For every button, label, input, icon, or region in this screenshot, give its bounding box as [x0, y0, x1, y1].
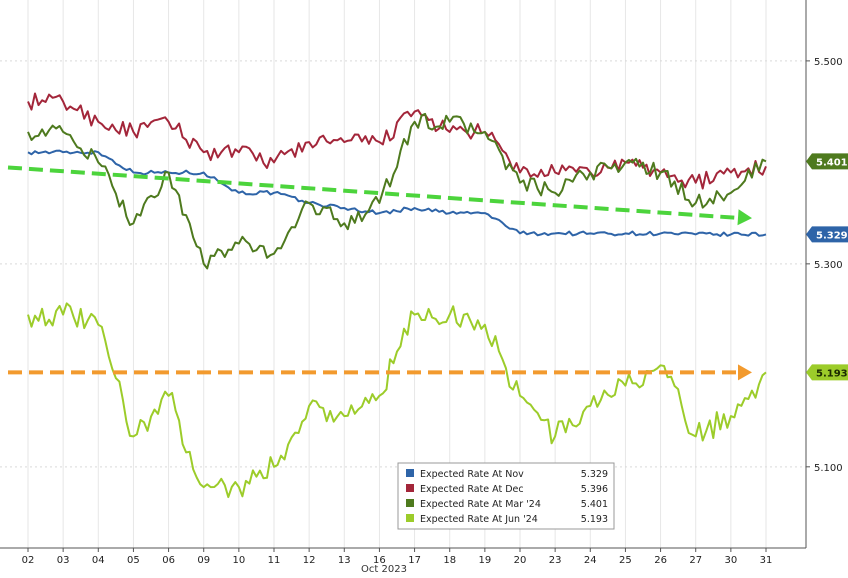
x-tick-label: 23	[549, 555, 562, 566]
legend-swatch-mar24	[406, 499, 414, 507]
x-tick-label: 18	[443, 555, 456, 566]
x-tick-label: 26	[654, 555, 667, 566]
series-line-dec	[27, 92, 767, 190]
last-label-jun24: 5.193	[806, 364, 848, 381]
legend: Expected Rate At Nov 5.329 Expected Rate A…	[397, 462, 615, 530]
x-tick-label: 11	[268, 555, 281, 566]
y-tick-labels: 5.500 5.300 5.100	[806, 57, 843, 474]
last-label-bg	[806, 364, 848, 381]
x-tick-label: 24	[584, 555, 597, 566]
series-layer	[27, 92, 767, 499]
x-tick-label: 10	[232, 555, 245, 566]
trend-arrow-line-0	[7, 165, 743, 221]
legend-value-dec: 5.396	[581, 484, 608, 495]
last-label-mar24: 5.401	[806, 153, 848, 170]
legend-label-dec: Expected Rate At Dec	[420, 484, 524, 495]
axes-layer	[0, 0, 807, 549]
legend-swatch-dec	[406, 484, 414, 492]
x-tick-label: 02	[22, 555, 35, 566]
x-tick-label: 04	[92, 555, 105, 566]
legend-value-jun24: 5.193	[581, 514, 608, 525]
x-tick-label: 20	[514, 555, 527, 566]
trend-arrow-head-0	[737, 209, 752, 226]
x-tick-label: 09	[197, 555, 210, 566]
x-tick-label: 17	[408, 555, 421, 566]
x-tick-label: 31	[760, 555, 773, 566]
legend-label-nov: Expected Rate At Nov	[420, 469, 524, 480]
x-tick-labels: 02 03 04 05 06 09 10 11 12 13 16 17 18 19 20 23 24 25 26 27…	[22, 548, 773, 566]
series-line-nov	[27, 149, 767, 237]
x-tick-label: 19	[478, 555, 491, 566]
x-tick-label: 05	[127, 555, 140, 566]
x-tick-label: 25	[619, 555, 632, 566]
annotation-layer	[7, 165, 752, 381]
x-tick-label: 13	[338, 555, 351, 566]
x-axis-title: Oct 2023	[361, 564, 407, 575]
last-label-bg	[806, 153, 848, 170]
legend-swatch-nov	[406, 469, 414, 477]
last-label-value: 5.401	[816, 157, 848, 168]
grid-layer	[0, 0, 806, 548]
x-tick-label: 16	[373, 555, 386, 566]
y-tick-label: 5.500	[814, 57, 843, 68]
legend-value-nov: 5.329	[581, 469, 608, 480]
x-tick-label: 30	[724, 555, 737, 566]
last-label-bg	[806, 226, 848, 243]
legend-swatch-jun24	[406, 514, 414, 522]
x-tick-label: 27	[689, 555, 702, 566]
last-label-value: 5.329	[816, 230, 848, 241]
series-line-jun24	[27, 302, 767, 499]
legend-label-mar24: Expected Rate At Mar '24	[420, 499, 541, 510]
x-tick-label: 12	[303, 555, 316, 566]
y-tick-label: 5.100	[814, 463, 843, 474]
y-tick-label: 5.300	[814, 260, 843, 271]
x-tick-label: 03	[57, 555, 70, 566]
legend-box	[397, 462, 615, 530]
x-tick-label: 06	[162, 555, 175, 566]
last-label-value: 5.193	[816, 368, 848, 379]
trend-arrow-head-1	[738, 364, 752, 381]
legend-value-mar24: 5.401	[581, 499, 608, 510]
last-label-nov: 5.329	[806, 226, 848, 243]
legend-label-jun24: Expected Rate At Jun '24	[420, 514, 538, 525]
last-value-labels: 5.329 5.401 5.193	[806, 153, 848, 381]
series-line-mar24	[27, 112, 767, 270]
